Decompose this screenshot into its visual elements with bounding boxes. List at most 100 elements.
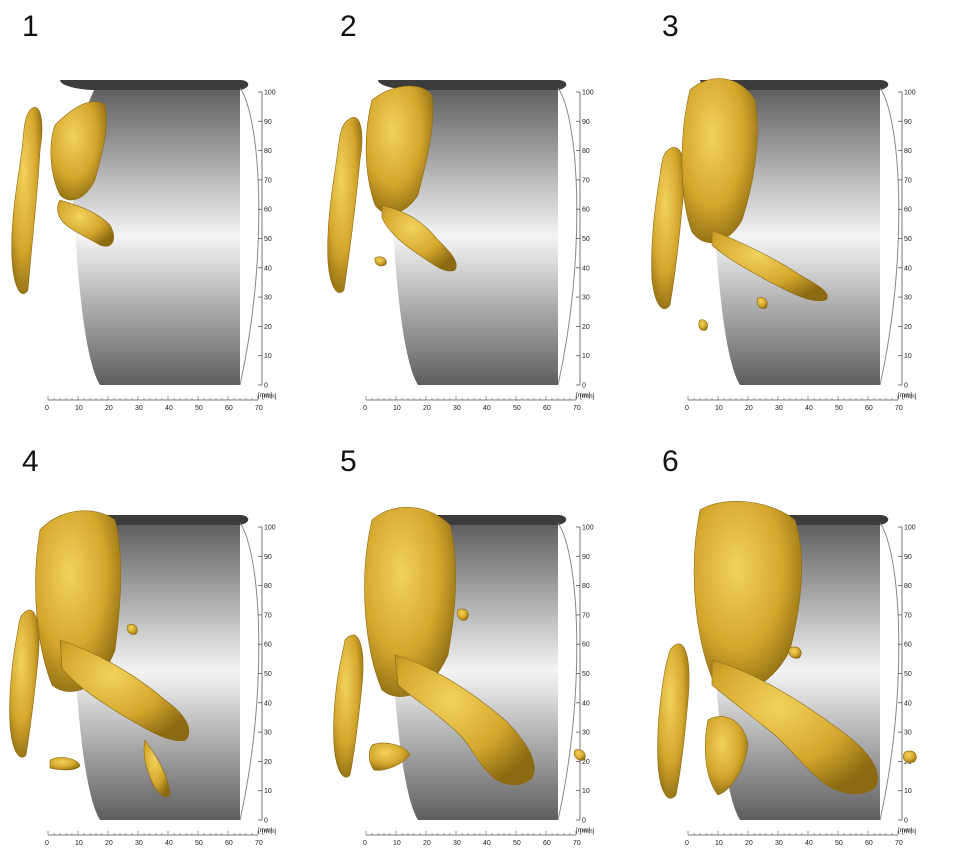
vertical-tick-label: 80 bbox=[582, 148, 590, 155]
vertical-tick-label: 60 bbox=[904, 207, 912, 214]
vertical-tick-label: 50 bbox=[264, 236, 272, 243]
vertical-tick-label: 0 bbox=[264, 383, 268, 390]
deposit-blob bbox=[143, 739, 171, 798]
horizontal-tick-label: 20 bbox=[105, 405, 113, 412]
horizontal-tick-label: 40 bbox=[165, 840, 173, 847]
horizontal-tick-label: 40 bbox=[805, 840, 813, 847]
vertical-tick-label: 70 bbox=[264, 612, 272, 619]
horizontal-tick-label: 70 bbox=[573, 840, 581, 847]
vertical-tick-label: 40 bbox=[582, 700, 590, 707]
vertical-tick-label: 60 bbox=[264, 642, 272, 649]
vertical-tick-label: 90 bbox=[582, 119, 590, 126]
vertical-axis-unit: [mm] bbox=[898, 392, 913, 399]
horizontal-tick-label: 60 bbox=[225, 840, 233, 847]
panel-number-label: 4 bbox=[22, 445, 39, 478]
horizontal-tick-label: 50 bbox=[195, 405, 203, 412]
vertical-tick-label: 50 bbox=[264, 671, 272, 678]
deposit-blob bbox=[365, 85, 434, 214]
vertical-tick-label: 100 bbox=[582, 525, 594, 532]
vertical-tick-label: 30 bbox=[582, 295, 590, 302]
deposit-blob bbox=[394, 654, 535, 786]
deposit-group bbox=[651, 78, 828, 331]
vertical-tick-label: 30 bbox=[264, 295, 272, 302]
vertical-tick-label: 80 bbox=[904, 583, 912, 590]
cylinder-rim bbox=[700, 80, 889, 90]
cylinder-edge bbox=[557, 522, 578, 821]
panel-3: 100 90 80 70 60 50 40 30 20 10 0 [mm] 0 10 20 30 40 50 60 7… bbox=[640, 10, 940, 430]
horizontal-tick-label: 20 bbox=[745, 405, 753, 412]
horizontal-tick-label: 30 bbox=[775, 840, 783, 847]
horizontal-tick-label: 70 bbox=[255, 405, 263, 412]
panel-number-label: 3 bbox=[662, 10, 679, 43]
horizontal-tick-label: 0 bbox=[363, 840, 367, 847]
vertical-tick-label: 40 bbox=[904, 265, 912, 272]
vertical-tick-label: 30 bbox=[904, 730, 912, 737]
vertical-axis-unit: [mm] bbox=[576, 827, 591, 834]
horizontal-tick-label: 30 bbox=[453, 405, 461, 412]
vertical-tick-label: 30 bbox=[904, 295, 912, 302]
horizontal-tick-label: 10 bbox=[75, 840, 83, 847]
vertical-axis-unit: [mm] bbox=[258, 392, 273, 399]
horizontal-tick-label: 50 bbox=[513, 405, 521, 412]
vertical-tick-label: 100 bbox=[582, 90, 594, 97]
vertical-tick-label: 80 bbox=[582, 583, 590, 590]
horizontal-tick-label: 20 bbox=[423, 840, 431, 847]
cylinder-edge bbox=[557, 87, 578, 386]
vertical-tick-label: 10 bbox=[582, 353, 590, 360]
vertical-tick-label: 70 bbox=[264, 177, 272, 184]
cylinder-rim bbox=[60, 80, 249, 90]
horizontal-tick-label: 70 bbox=[895, 405, 903, 412]
horizontal-tick-label: 70 bbox=[895, 840, 903, 847]
horizontal-tick-label: 60 bbox=[543, 840, 551, 847]
deposit-blob bbox=[368, 742, 411, 771]
vertical-tick-label: 70 bbox=[904, 177, 912, 184]
deposit-blob bbox=[50, 101, 107, 201]
deposit-blob bbox=[11, 107, 43, 295]
cylinder-scene: 1009080706050403020100[mm]01020304050607… bbox=[657, 501, 917, 847]
deposit-group bbox=[11, 101, 114, 295]
deposit-blob bbox=[681, 78, 758, 243]
deposit-blob bbox=[374, 256, 387, 267]
deposit-blob bbox=[651, 147, 686, 310]
horizontal-tick-label: 10 bbox=[75, 405, 83, 412]
horizontal-tick-label: 0 bbox=[45, 405, 49, 412]
horizontal-tick-label: 10 bbox=[393, 840, 401, 847]
panel-number-label: 6 bbox=[662, 445, 679, 478]
vertical-tick-label: 50 bbox=[582, 236, 590, 243]
horizontal-tick-label: 0 bbox=[685, 405, 689, 412]
horizontal-axis-unit: [mm] bbox=[902, 828, 917, 835]
vertical-tick-label: 10 bbox=[904, 788, 912, 795]
horizontal-tick-label: 20 bbox=[423, 405, 431, 412]
deposit-blob bbox=[573, 749, 586, 761]
deposit-blob bbox=[698, 319, 708, 331]
horizontal-axis-unit: [mm] bbox=[580, 393, 595, 400]
vertical-tick-label: 80 bbox=[904, 148, 912, 155]
deposit-blob bbox=[704, 716, 749, 796]
vertical-tick-label: 40 bbox=[264, 265, 272, 272]
horizontal-tick-label: 0 bbox=[685, 840, 689, 847]
deposit-blob bbox=[59, 639, 190, 742]
horizontal-axis-unit: [mm] bbox=[262, 828, 277, 835]
horizontal-axis-unit: [mm] bbox=[902, 393, 917, 400]
horizontal-tick-label: 0 bbox=[45, 840, 49, 847]
vertical-tick-label: 0 bbox=[904, 383, 908, 390]
deposit-blob bbox=[35, 510, 122, 692]
vertical-tick-label: 30 bbox=[582, 730, 590, 737]
horizontal-tick-label: 50 bbox=[195, 840, 203, 847]
horizontal-tick-label: 30 bbox=[775, 405, 783, 412]
vertical-tick-label: 100 bbox=[264, 525, 276, 532]
deposit-blob bbox=[333, 634, 364, 778]
horizontal-tick-label: 60 bbox=[225, 405, 233, 412]
horizontal-tick-label: 0 bbox=[363, 405, 367, 412]
horizontal-tick-label: 40 bbox=[165, 405, 173, 412]
horizontal-tick-label: 40 bbox=[483, 405, 491, 412]
vertical-tick-label: 90 bbox=[264, 119, 272, 126]
deposit-blob bbox=[9, 609, 40, 758]
panel-number-label: 2 bbox=[340, 10, 357, 43]
deposit-blob bbox=[788, 646, 802, 659]
horizontal-tick-label: 60 bbox=[543, 405, 551, 412]
deposit-blob bbox=[756, 297, 768, 309]
vertical-tick-label: 30 bbox=[264, 730, 272, 737]
